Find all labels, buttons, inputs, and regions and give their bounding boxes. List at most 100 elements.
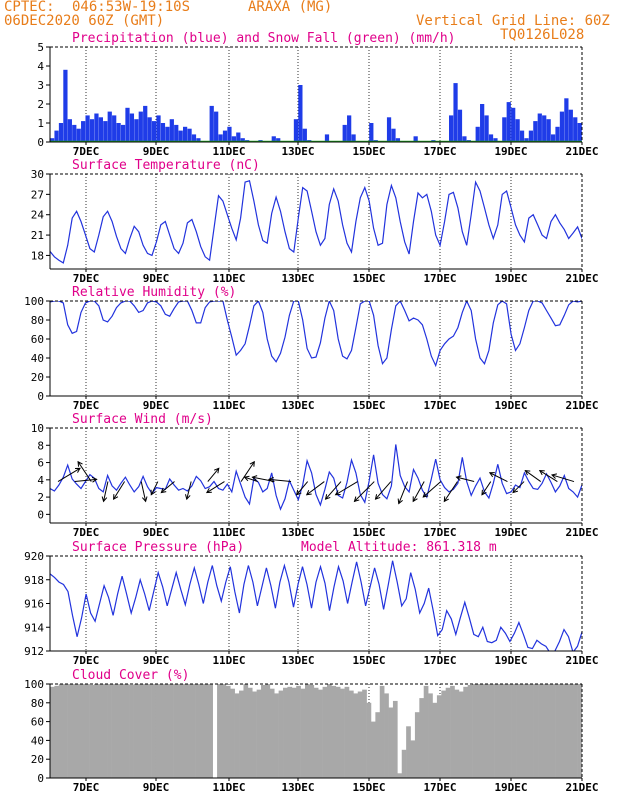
wind-arrow — [443, 481, 458, 502]
temperature-x-tick-label: 21DEC — [565, 272, 598, 285]
precip-bar — [524, 138, 529, 142]
precip-bar — [214, 111, 219, 142]
cloud-cover-bar — [494, 684, 499, 778]
wind-x-tick-label: 9DEC — [143, 526, 170, 539]
wind-arrow-head — [205, 487, 212, 494]
precip-bar — [453, 83, 458, 142]
wind-x-tick-label: 19DEC — [494, 526, 527, 539]
cloud-cover-bar — [199, 684, 205, 778]
wind-line — [50, 444, 582, 511]
cloud-cover-bar — [111, 684, 117, 778]
cloud-y-tick-label: 80 — [31, 697, 44, 710]
cloud-cover-bar — [516, 684, 521, 778]
wind-y-tick-label: 6 — [37, 457, 44, 470]
cloud-cover-bar — [283, 687, 288, 778]
cloud-cover-bar — [305, 684, 310, 778]
wind-arrow — [306, 481, 325, 496]
pressure-x-tick-label: 7DEC — [73, 654, 100, 667]
wind-arrow — [268, 478, 292, 483]
pressure-y-tick-label: 918 — [24, 574, 44, 587]
cloud-cover-bar — [173, 684, 178, 778]
cloud-cover-bar — [164, 684, 170, 778]
cloud-cover-bar — [190, 684, 196, 778]
wind-arrow-head — [512, 487, 519, 494]
precip-bar — [484, 115, 489, 142]
precip-bar — [156, 115, 161, 142]
pressure-annotation: Model Altitude: 861.318 m — [301, 540, 497, 555]
cloud-cover-bar — [388, 707, 394, 778]
precip-bar — [129, 113, 135, 142]
cloud-cover-bar — [573, 684, 578, 778]
wind-x-tick-label: 11DEC — [212, 526, 245, 539]
cloud-cover-bar — [102, 684, 108, 778]
humidity-line — [50, 301, 582, 368]
wind-arrow-head — [77, 460, 83, 467]
wind-arrow — [186, 481, 192, 500]
precip-x-tick-label: 11DEC — [212, 145, 245, 158]
humidity-x-tick-label: 11DEC — [212, 399, 245, 412]
cloud-y-tick-label: 60 — [31, 716, 44, 729]
temperature-x-tick-label: 7DEC — [73, 272, 100, 285]
cloud-cover-bar — [340, 688, 345, 778]
cloud-cover-bar — [168, 684, 174, 778]
cloud-cover-bar — [296, 685, 301, 778]
precip-bar — [457, 109, 463, 142]
cloud-cover-bar — [326, 684, 332, 778]
cloud-cover-bar — [225, 685, 231, 778]
temperature-y-tick-label: 27 — [31, 188, 44, 201]
humidity-y-tick-label: 60 — [31, 333, 44, 346]
cloud-cover-bar — [366, 702, 372, 778]
cloud-cover-bar — [507, 684, 512, 778]
wind-arrow — [354, 481, 375, 502]
wind-arrow-head — [538, 469, 545, 476]
precip-bar — [533, 121, 538, 142]
wind-arrow — [481, 481, 492, 496]
cloud-x-tick-label: 9DEC — [143, 781, 170, 794]
humidity-title: Relative Humidity (%) — [72, 285, 236, 300]
wind-arrow — [150, 481, 159, 495]
precip-bar — [85, 115, 90, 142]
cloud-y-tick-label: 20 — [31, 753, 44, 766]
wind-arrow-head — [249, 460, 255, 467]
cloud-panel — [46, 683, 583, 781]
precip-x-tick-label: 21DEC — [565, 145, 598, 158]
pressure-data — [50, 560, 582, 651]
precip-bar — [413, 136, 418, 142]
precip-bar — [475, 126, 480, 142]
cloud-cover-bar — [489, 684, 495, 778]
wind-y-tick-label: 0 — [37, 508, 44, 521]
cloud-y-tick-label: 40 — [31, 734, 44, 747]
cloud-cover-bar — [401, 749, 407, 778]
cloud-cover-bar — [137, 684, 143, 778]
cloud-cover-bar — [269, 688, 275, 778]
wind-title: Surface Wind (m/s) — [72, 412, 213, 427]
cloud-cover-bar — [564, 684, 570, 778]
cloud-cover-bar — [124, 684, 130, 778]
wind-arrow-head — [296, 489, 302, 496]
precip-bar — [342, 124, 347, 142]
precip-bar — [178, 130, 183, 142]
precip-bar — [187, 128, 192, 142]
cloud-cover-bar — [436, 695, 442, 778]
cloud-cover-bar — [58, 684, 64, 778]
humidity-x-tick-label: 19DEC — [494, 399, 527, 412]
temperature-x-tick-label: 9DEC — [143, 272, 170, 285]
cloud-cover-bar — [533, 684, 539, 778]
cloud-x-tick-label: 17DEC — [423, 781, 456, 794]
wind-arrow — [325, 481, 342, 500]
cloud-cover-bar — [450, 685, 455, 778]
cloud-cover-bar — [208, 684, 213, 778]
wind-y-tick-label: 10 — [31, 422, 44, 435]
cloud-cover-bar — [50, 686, 55, 778]
cloud-cover-bar — [278, 690, 284, 778]
precip-bar — [511, 107, 516, 142]
wind-x-tick-label: 7DEC — [73, 526, 100, 539]
cloud-x-tick-label: 21DEC — [565, 781, 598, 794]
precip-bar — [231, 136, 236, 142]
cloud-cover-bar — [370, 721, 376, 778]
cloud-cover-bar — [568, 684, 574, 778]
precip-y-tick-label: 4 — [37, 60, 44, 73]
humidity-panel — [46, 300, 583, 399]
cloud-cover-bar — [414, 712, 420, 778]
cloud-x-tick-label: 15DEC — [352, 781, 385, 794]
